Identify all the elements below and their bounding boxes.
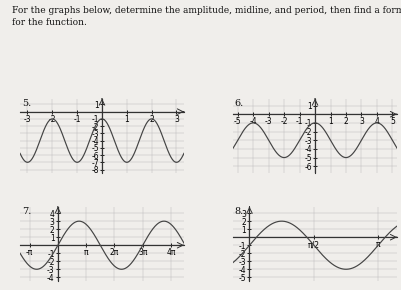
- Text: 8.: 8.: [235, 207, 244, 216]
- Text: 7.: 7.: [22, 207, 31, 216]
- Text: 6.: 6.: [235, 99, 244, 108]
- Text: 5.: 5.: [22, 99, 31, 108]
- Text: For the graphs below, determine the amplitude, midline, and period, then find a : For the graphs below, determine the ampl…: [12, 6, 401, 27]
